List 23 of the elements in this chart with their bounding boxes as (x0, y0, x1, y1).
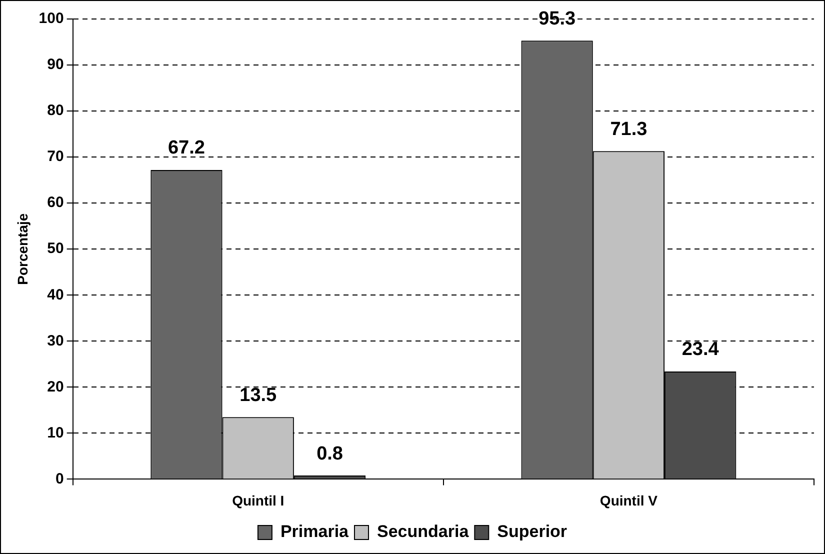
y-axis-title: Porcentaje (14, 213, 30, 285)
y-tick-label: 0 (55, 470, 64, 488)
data-label: 67.2 (168, 138, 205, 159)
data-label: 23.4 (682, 339, 720, 360)
legend-label: Primaria (280, 522, 350, 542)
y-tick-label: 30 (47, 332, 64, 350)
x-tick-label: Quintil V (600, 492, 658, 508)
y-tick-label: 70 (47, 148, 64, 166)
y-tick-label: 40 (47, 286, 64, 304)
y-tick-label: 90 (47, 56, 64, 74)
y-tick-label: 80 (47, 102, 64, 120)
data-label: 0.8 (316, 443, 343, 464)
y-tick-label: 60 (47, 194, 64, 212)
y-tick-label: 50 (47, 240, 64, 258)
y-tick-label: 20 (47, 378, 64, 396)
legend-label: Secundaria (376, 522, 470, 542)
x-tick-label: Quintil I (232, 492, 284, 508)
data-label: 13.5 (240, 384, 278, 406)
y-tick-label: 10 (47, 424, 64, 442)
legend-label: Superior (497, 522, 568, 542)
y-tick-label: 100 (38, 10, 64, 28)
data-label: 71.3 (610, 118, 648, 140)
data-label: 95.3 (538, 8, 576, 30)
